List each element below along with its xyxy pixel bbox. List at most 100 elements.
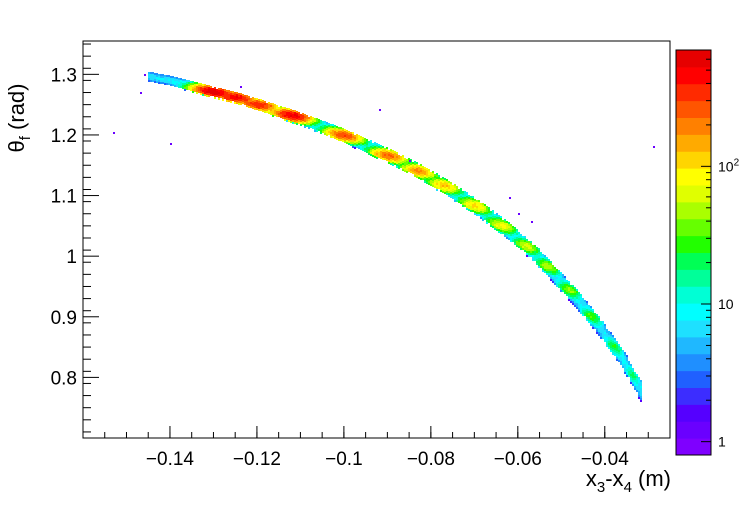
heatmap-cell — [412, 162, 414, 164]
heatmap-cell — [208, 87, 210, 89]
heatmap-cell — [560, 272, 562, 274]
heatmap-cell — [598, 330, 600, 332]
heatmap-cell — [242, 102, 244, 104]
heatmap-cell — [540, 256, 542, 258]
heatmap-cell — [562, 286, 564, 288]
heatmap-cell — [198, 89, 200, 91]
heatmap-cell — [510, 238, 512, 240]
heatmap-cell — [334, 127, 336, 129]
heatmap-cell — [492, 226, 494, 228]
heatmap-cell — [508, 222, 510, 224]
heatmap-cell — [392, 154, 394, 156]
heatmap-cell — [222, 95, 224, 97]
heatmap-cell — [454, 198, 456, 200]
heatmap-cell — [600, 325, 602, 327]
heatmap-cell — [572, 297, 574, 299]
heatmap-cell — [284, 119, 286, 121]
heatmap-cell — [226, 90, 228, 92]
heatmap-cell — [458, 201, 460, 203]
heatmap-cell — [452, 191, 454, 193]
heatmap-cell — [274, 114, 276, 116]
heatmap-cell — [602, 321, 604, 323]
heatmap-cell — [550, 279, 552, 281]
heatmap-cell — [450, 184, 452, 186]
heatmap-cell — [416, 176, 418, 178]
heatmap-cell — [490, 219, 492, 221]
y-tick-label: 0.8 — [51, 368, 77, 389]
heatmap-cell — [374, 152, 376, 154]
heatmap-cell — [386, 153, 388, 155]
heatmap-cell — [528, 255, 530, 257]
heatmap-cell — [520, 240, 522, 242]
heatmap-cell — [512, 236, 514, 238]
heatmap-cell — [414, 165, 416, 167]
heatmap-cell — [506, 221, 508, 223]
heatmap-cell — [532, 251, 534, 253]
heatmap-cell — [516, 241, 518, 243]
heatmap-cell — [440, 182, 442, 184]
heatmap-cell — [394, 155, 396, 157]
heatmap-cell — [278, 111, 280, 113]
heatmap-cell — [542, 254, 544, 256]
heatmap-cell — [150, 74, 152, 76]
heatmap-cell — [254, 104, 256, 106]
heatmap-cell — [210, 94, 212, 96]
heatmap-cell — [232, 97, 234, 99]
heatmap-cell — [192, 87, 194, 89]
heatmap-cell — [326, 124, 328, 126]
heatmap-cell — [388, 162, 390, 164]
heatmap-cell — [286, 118, 288, 120]
heatmap-cell — [606, 335, 608, 337]
heatmap-cell — [416, 166, 418, 168]
heatmap-cell — [292, 122, 294, 124]
heatmap-cell — [538, 256, 540, 258]
heatmap-cell — [506, 231, 508, 233]
heatmap-cell — [630, 382, 632, 384]
heatmap-cell — [434, 174, 436, 176]
heatmap-cell — [442, 191, 444, 193]
heatmap-cell — [184, 89, 186, 91]
heatmap-cell — [356, 142, 358, 144]
heatmap-cell — [208, 91, 210, 93]
heatmap-cell — [460, 200, 462, 202]
heatmap-cell — [222, 97, 224, 99]
heatmap-cell — [196, 84, 198, 86]
heatmap-cell — [490, 223, 492, 225]
heatmap-cell — [546, 259, 548, 261]
heatmap-cell — [462, 193, 464, 195]
heatmap-cell — [538, 266, 540, 268]
x-axis-title: x3-x4 (m) — [586, 466, 671, 496]
heatmap-cell — [576, 299, 578, 301]
x-tick-label: −0.04 — [581, 449, 630, 470]
heatmap-cell — [570, 301, 572, 303]
heatmap-cell — [618, 352, 620, 354]
heatmap-cell — [438, 187, 440, 189]
heatmap-cell — [198, 91, 200, 93]
heatmap-cell — [248, 104, 250, 106]
heatmap-cell — [626, 355, 628, 357]
heatmap-cell — [622, 358, 624, 360]
heatmap-cell — [352, 138, 354, 140]
heatmap-cell — [306, 123, 308, 125]
heatmap-cell — [496, 213, 498, 215]
heatmap-cell — [604, 336, 606, 338]
heatmap-cell — [364, 142, 366, 144]
heatmap-cell — [432, 181, 434, 183]
heatmap-cell — [194, 86, 196, 88]
heatmap-cell — [598, 320, 600, 322]
heatmap-cell — [550, 267, 552, 269]
heatmap-cell — [488, 215, 490, 217]
heatmap-cell — [466, 192, 468, 194]
heatmap-cell — [372, 149, 374, 151]
heatmap-cell — [640, 392, 642, 394]
heatmap-cell — [454, 194, 456, 196]
heatmap-cell — [304, 118, 306, 120]
heatmap-cell — [536, 257, 538, 259]
colorbar-swatch — [676, 83, 711, 102]
heatmap-cell — [598, 328, 600, 330]
heatmap-cell — [462, 203, 464, 205]
heatmap-cell — [566, 282, 568, 284]
heatmap-cell — [438, 185, 440, 187]
heatmap-cell — [524, 236, 526, 238]
heatmap-cell — [550, 275, 552, 277]
